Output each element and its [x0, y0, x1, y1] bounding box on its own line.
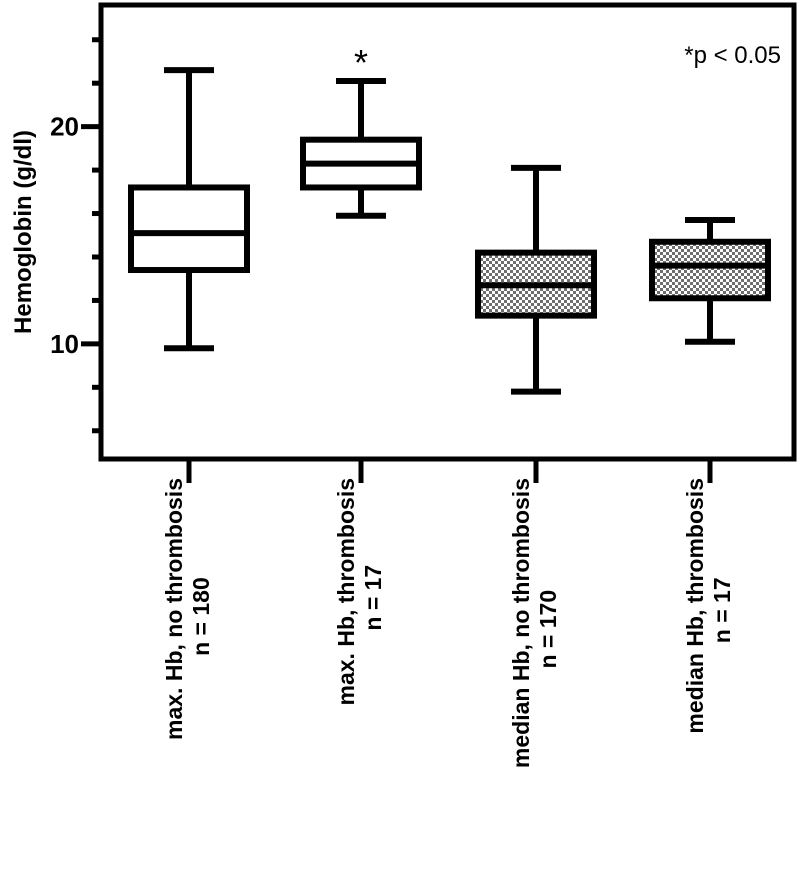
box-series [128, 67, 771, 395]
box-3 [475, 164, 597, 395]
box-iqr [649, 238, 771, 302]
plot-frame [98, 2, 797, 462]
x-label-3: median Hb, no thrombosis n = 170 [508, 478, 561, 768]
category-label: max. Hb, thrombosis [333, 478, 359, 705]
y-axis-title: Hemoglobin (g/dl) [10, 130, 37, 334]
category-label: max. Hb, no thrombosis [161, 478, 187, 740]
category-label: median Hb, thrombosis [682, 478, 708, 734]
box-4 [649, 217, 771, 345]
x-label-4: median Hb, thrombosis n = 17 [682, 478, 735, 734]
p-value-annotation: *p < 0.05 [684, 42, 781, 69]
y-tick-label: 20 [50, 112, 79, 142]
category-n-label: n = 180 [188, 577, 214, 656]
box-1 [128, 67, 250, 352]
category-n-label: n = 17 [709, 577, 735, 643]
category-n-label: n = 170 [535, 590, 561, 669]
x-label-1: max. Hb, no thrombosis n = 180 [161, 478, 214, 740]
category-n-label: n = 17 [360, 565, 386, 631]
box-iqr [128, 184, 250, 274]
x-axis-ticks [186, 459, 713, 483]
y-tick-label: 10 [50, 329, 79, 359]
x-label-2: max. Hb, thrombosis n = 17 [333, 478, 386, 705]
x-axis-labels: max. Hb, no thrombosis n = 180 max. Hb, th… [161, 478, 735, 768]
category-label: median Hb, no thrombosis [508, 478, 534, 768]
significance-star: * [354, 42, 368, 83]
box-2 [300, 78, 422, 219]
y-axis-ticks: 10 20 [50, 37, 101, 434]
